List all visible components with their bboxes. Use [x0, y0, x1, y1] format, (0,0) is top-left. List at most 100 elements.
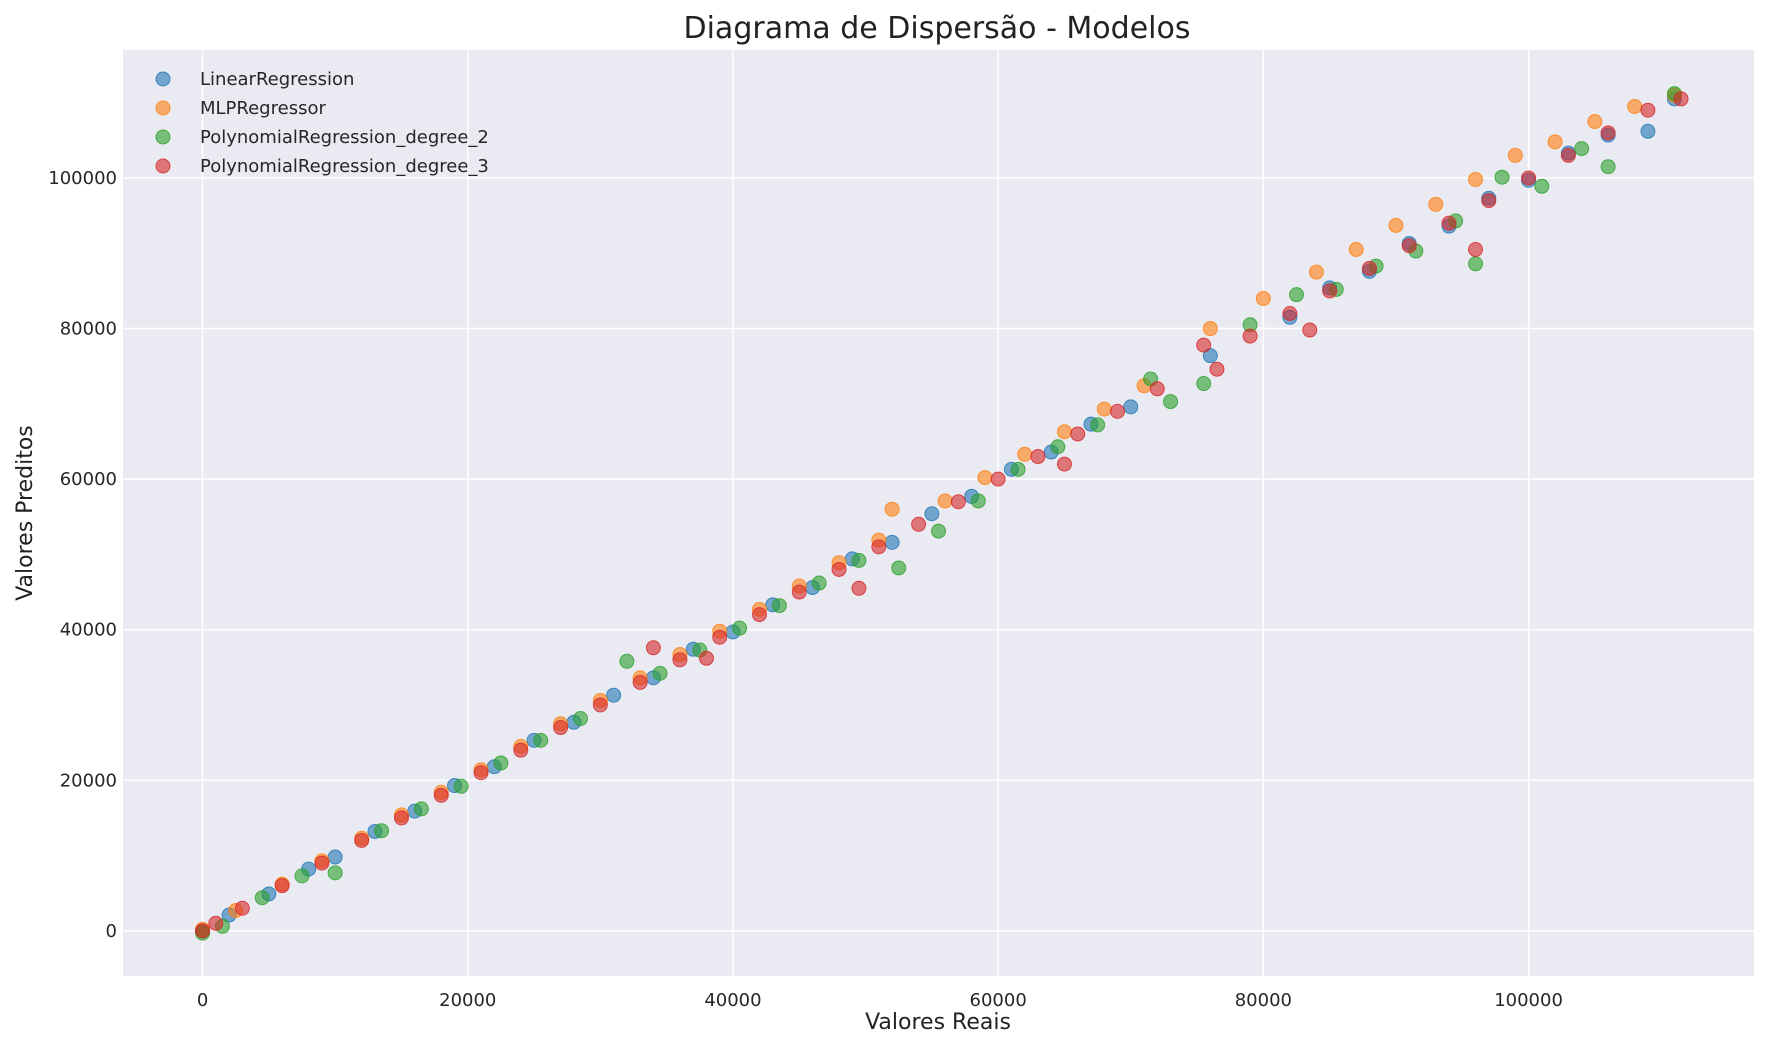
data-point: [473, 765, 489, 781]
data-point: [851, 580, 867, 596]
data-point: [619, 653, 635, 669]
data-point: [977, 470, 993, 486]
data-point: [1030, 449, 1046, 465]
data-point: [884, 534, 900, 550]
data-point: [254, 890, 270, 906]
data-point: [1209, 361, 1225, 377]
data-point: [533, 732, 549, 748]
data-point: [413, 801, 429, 817]
x-tick-label: 80000: [1235, 990, 1292, 1011]
data-point: [1640, 123, 1656, 139]
data-point: [871, 539, 887, 555]
data-point: [924, 506, 940, 522]
data-point: [1302, 322, 1318, 338]
data-point: [1547, 134, 1563, 150]
data-point: [1673, 91, 1689, 107]
data-point: [1388, 217, 1404, 233]
data-point: [493, 755, 509, 771]
data-point: [1289, 287, 1305, 303]
data-point: [1534, 178, 1550, 194]
data-point: [1017, 446, 1033, 462]
data-point: [1441, 215, 1457, 231]
data-point: [950, 494, 966, 510]
data-point: [931, 523, 946, 539]
data-point: [453, 778, 469, 794]
data-point: [1468, 242, 1484, 258]
data-point: [851, 552, 867, 568]
y-tick-label: 20000: [60, 770, 117, 791]
y-tick-label: 60000: [60, 469, 117, 490]
data-point: [1627, 98, 1643, 114]
data-point: [1308, 264, 1324, 280]
data-point: [572, 711, 588, 727]
legend-label: LinearRegression: [200, 69, 354, 90]
data-point: [1196, 337, 1212, 353]
y-tick-labels: 0 20000 40000 60000 80000 100000: [48, 168, 117, 942]
legend-label: PolynomialRegression_degree_2: [200, 127, 489, 148]
x-tick-label: 20000: [439, 990, 496, 1011]
legend-marker: [155, 158, 171, 174]
data-point: [891, 560, 907, 576]
data-point: [1507, 147, 1523, 163]
data-point: [1056, 424, 1072, 440]
data-point: [1574, 141, 1590, 157]
legend-marker: [155, 71, 171, 87]
y-tick-label: 0: [106, 921, 117, 942]
grid-lines: [123, 50, 1754, 976]
legend-label: PolynomialRegression_degree_3: [200, 156, 489, 177]
data-point: [327, 849, 343, 865]
data-point: [712, 629, 728, 645]
data-point: [195, 923, 211, 939]
data-point: [1428, 196, 1444, 212]
data-point: [553, 720, 569, 736]
data-point: [791, 584, 807, 600]
data-point: [1468, 256, 1484, 272]
data-point: [1123, 399, 1139, 415]
x-tick-labels: 0 20000 40000 60000 80000 100000: [197, 990, 1563, 1011]
data-point: [314, 855, 330, 871]
y-tick-label: 100000: [48, 168, 117, 189]
data-point: [1110, 403, 1126, 419]
data-point: [1010, 461, 1026, 477]
x-tick-label: 0: [197, 990, 208, 1011]
y-tick-label: 40000: [60, 620, 117, 641]
data-point: [1202, 321, 1218, 337]
x-tick-label: 60000: [970, 990, 1027, 1011]
data-point: [970, 493, 986, 509]
x-tick-label: 100000: [1494, 990, 1563, 1011]
data-point: [1481, 193, 1497, 209]
data-point: [831, 561, 847, 577]
data-point: [1196, 376, 1212, 392]
data-point: [234, 900, 250, 916]
data-point: [1070, 426, 1086, 442]
legend: LinearRegression MLPRegressor PolynomialRe…: [155, 69, 489, 177]
data-point: [1348, 242, 1364, 258]
data-point: [208, 915, 224, 931]
chart-title: Diagrama de Dispersão - Modelos: [684, 11, 1191, 46]
y-tick-label: 80000: [60, 319, 117, 340]
data-point: [1056, 456, 1072, 472]
data-point: [1255, 290, 1271, 306]
legend-marker: [155, 129, 171, 145]
data-point: [1401, 238, 1417, 254]
x-tick-label: 40000: [704, 990, 761, 1011]
legend-marker: [155, 100, 171, 116]
data-point: [592, 697, 608, 713]
data-point: [294, 868, 310, 884]
data-point: [632, 674, 648, 690]
data-point: [1149, 381, 1165, 397]
data-point: [606, 687, 622, 703]
data-point: [811, 575, 827, 591]
data-point: [1600, 125, 1616, 141]
data-point: [884, 501, 900, 517]
data-point: [1242, 328, 1258, 344]
data-point: [1587, 114, 1603, 130]
data-point: [1202, 348, 1218, 364]
series-PolynomialRegression_degree_3: [195, 91, 1689, 939]
legend-label: MLPRegressor: [200, 98, 326, 119]
data-point: [652, 665, 668, 681]
data-point: [1361, 260, 1377, 276]
data-points: [195, 86, 1689, 941]
data-point: [1322, 283, 1338, 299]
